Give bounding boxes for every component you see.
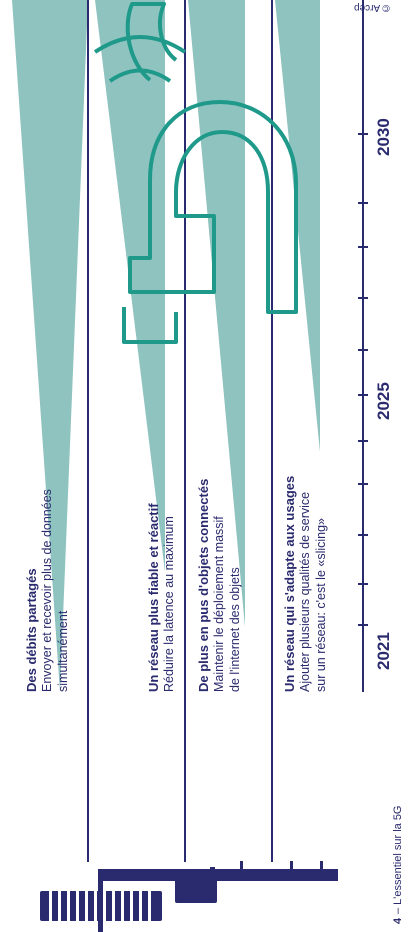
section-4-title: Un réseau qui s'adapte aux usages (282, 475, 297, 692)
axis-label-2025: 2025 (374, 382, 393, 420)
antenna-icon (40, 861, 338, 932)
wifi-icon (93, 35, 187, 83)
section-3-line2: de l'internet des objets (228, 567, 242, 692)
page-number: 4 (392, 917, 404, 924)
section-3-title: De plus en pus d'objets connectés (196, 478, 211, 692)
5g-logo (122, 2, 298, 344)
section-2-title: Un réseau plus fiable et réactif (146, 503, 161, 692)
section-1-line1: Envoyer et recevoir plus de données (40, 489, 54, 692)
section-1-title: Des débits partagés (24, 568, 39, 692)
copyright: © Arcep (354, 2, 390, 13)
section-3-line1: Maintenir le déploiement massif (212, 516, 226, 692)
axis-label-2021: 2021 (374, 632, 393, 670)
axis-ticks (358, 133, 368, 626)
axis-label-2030: 2030 (374, 118, 393, 156)
section-4-line1: Ajouter plusieurs qualités de service (298, 491, 312, 692)
page-footer-text: – L'essentiel sur la 5G (392, 805, 404, 915)
section-4-line2: sur un réseau: c'est le «slicing» (314, 517, 328, 692)
wedge-objets (188, 0, 245, 627)
section-1-line2: simultanément (56, 610, 70, 692)
section-2-line1: Réduire la latence au maximum (162, 516, 176, 692)
wedge-debits (12, 0, 88, 692)
